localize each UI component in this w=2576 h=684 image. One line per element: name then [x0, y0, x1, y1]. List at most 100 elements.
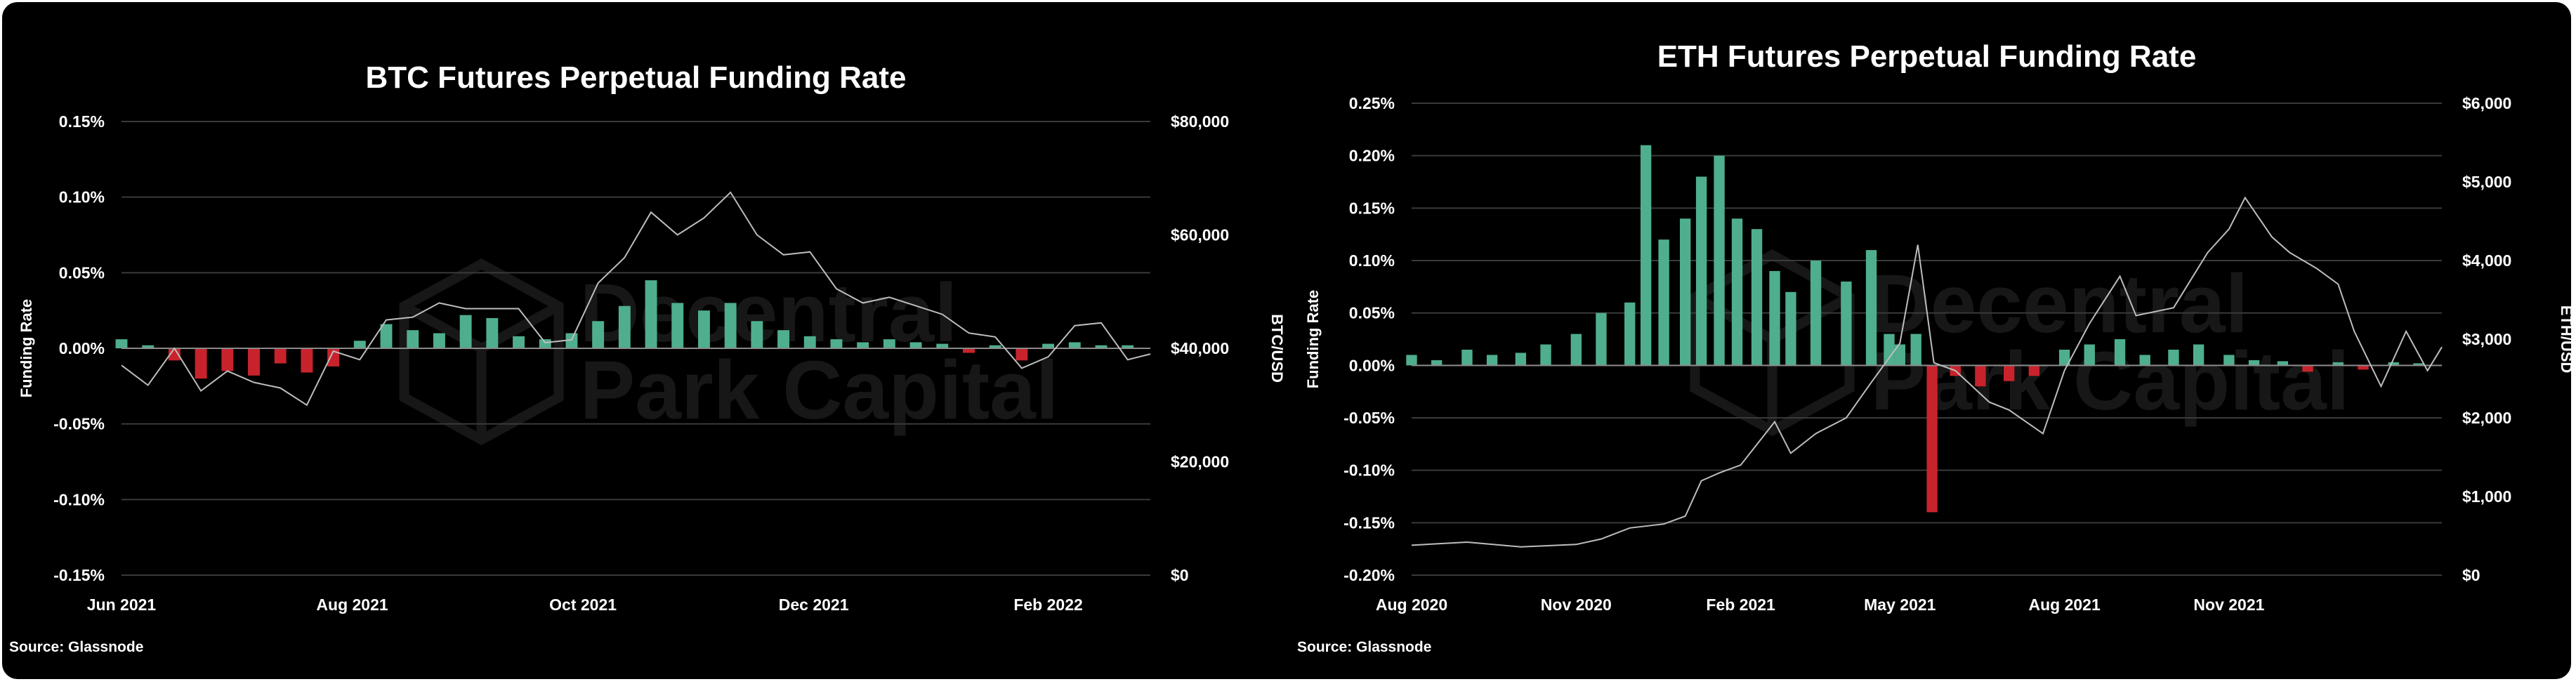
y-tick-label: -0.05%	[1343, 409, 1395, 427]
eth-funding-chart-panel: Decentral Park Capital 0.25% 0.20% 0.15% 0.10…	[1290, 2, 2571, 679]
funding-bar-positive	[142, 345, 155, 348]
btc-left-axis-ticks: 0.15% 0.10% 0.05% 0.00% -0.05% -0.10% -0.15%	[53, 112, 105, 584]
funding-bar-positive	[1406, 355, 1417, 366]
funding-bar-positive	[433, 333, 445, 348]
x-tick-label: Aug 2020	[1376, 596, 1447, 614]
funding-bar-positive	[857, 342, 869, 348]
x-tick-label: Dec 2021	[779, 596, 849, 614]
eth-left-axis-ticks: 0.25% 0.20% 0.15% 0.10% 0.05% 0.00% -0.05% -0.1…	[1343, 94, 1395, 584]
funding-bar-positive	[1540, 344, 1551, 366]
funding-bar-positive	[1486, 355, 1498, 366]
y-tick-label: -0.15%	[53, 566, 105, 584]
funding-bar-positive	[751, 321, 763, 348]
funding-bar-positive	[1122, 345, 1134, 348]
funding-bar-positive	[1894, 344, 1905, 366]
funding-bar-negative	[221, 348, 234, 371]
btc-right-axis-ticks: $80,000 $60,000 $40,000 $20,000 $0	[1171, 112, 1229, 584]
y-tick-label: -0.10%	[1343, 461, 1395, 480]
y2-axis-label: BTC/USD	[1268, 314, 1286, 383]
y-axis-label: Funding Rate	[1304, 290, 1322, 389]
y2-tick-label: $4,000	[2462, 251, 2511, 270]
y2-tick-label: $0	[1171, 566, 1189, 584]
y2-tick-label: $5,000	[2462, 173, 2511, 191]
funding-bar-positive	[1810, 261, 1822, 366]
funding-bar-positive	[1431, 360, 1443, 366]
funding-bar-positive	[803, 336, 816, 348]
funding-bar-positive	[2413, 363, 2424, 366]
y-tick-label: 0.25%	[1349, 94, 1395, 112]
funding-bar-positive	[1515, 353, 1527, 366]
funding-bar-positive	[2388, 362, 2399, 366]
funding-bar-positive	[1841, 281, 1852, 366]
funding-bar-negative	[248, 348, 260, 376]
funding-bar-positive	[777, 330, 790, 348]
funding-bar-positive	[1461, 349, 1473, 366]
funding-bar-positive	[1714, 155, 1725, 366]
y-tick-label: -0.20%	[1343, 566, 1395, 584]
funding-bar-positive	[353, 341, 366, 348]
y2-tick-label: $40,000	[1171, 339, 1229, 357]
watermark-line-2: Park Capital	[580, 344, 1059, 437]
funding-bar-negative	[1016, 348, 1028, 361]
funding-bar-positive	[1095, 345, 1108, 348]
funding-bar-positive	[1731, 218, 1743, 366]
y2-tick-label: $3,000	[2462, 330, 2511, 348]
funding-bar-negative	[2302, 365, 2313, 372]
source-note: Source: Glassnode	[9, 639, 143, 655]
btc-x-axis-ticks: Jun 2021 Aug 2021 Oct 2021 Dec 2021 Feb 2022	[87, 596, 1083, 614]
funding-bar-positive	[697, 310, 710, 348]
funding-bar-negative	[2358, 365, 2369, 370]
funding-bar-positive	[2277, 361, 2289, 366]
y-tick-label: 0.20%	[1349, 147, 1395, 165]
funding-bar-positive	[2193, 344, 2204, 366]
y-tick-label: 0.15%	[59, 112, 105, 131]
x-tick-label: Aug 2021	[316, 596, 388, 614]
funding-bar-positive	[2248, 360, 2260, 366]
y2-tick-label: $0	[2462, 566, 2480, 584]
funding-bar-positive	[2139, 355, 2150, 366]
y-tick-label: 0.00%	[59, 339, 105, 357]
watermark-line-1: Decentral	[1871, 258, 2249, 350]
funding-bar-positive	[115, 339, 128, 348]
y-axis-label: Funding Rate	[18, 299, 35, 398]
funding-bar-positive	[1865, 250, 1877, 366]
x-tick-label: May 2021	[1864, 596, 1936, 614]
watermark-line-2: Park Capital	[1871, 335, 2350, 428]
y-tick-label: 0.05%	[1349, 304, 1395, 322]
x-tick-label: Jun 2021	[87, 596, 157, 614]
funding-bar-positive	[2332, 362, 2344, 366]
funding-bar-positive	[565, 333, 578, 348]
funding-bar-negative	[1926, 365, 1938, 513]
y2-tick-label: $6,000	[2462, 94, 2511, 112]
funding-bar-positive	[2058, 349, 2070, 366]
y-tick-label: -0.15%	[1343, 513, 1395, 532]
eth-right-axis-ticks: $6,000 $5,000 $4,000 $3,000 $2,000 $1,000 $0	[2462, 94, 2511, 584]
funding-bar-negative	[327, 348, 340, 367]
x-tick-label: Nov 2020	[1541, 596, 1612, 614]
funding-bar-positive	[407, 330, 419, 348]
funding-bar-positive	[883, 339, 895, 348]
y2-tick-label: $2,000	[2462, 409, 2511, 427]
funding-bar-positive	[592, 321, 605, 348]
x-tick-label: Feb 2022	[1013, 596, 1082, 614]
watermark-cube-shape	[399, 258, 564, 445]
funding-bar-positive	[909, 342, 922, 348]
funding-bar-positive	[1751, 229, 1763, 366]
funding-bar-positive	[1042, 343, 1055, 348]
funding-bar-negative	[963, 348, 975, 353]
x-tick-label: Nov 2021	[2193, 596, 2264, 614]
y-tick-label: -0.05%	[53, 415, 105, 433]
funding-bar-positive	[1785, 291, 1796, 366]
eth-chart-title: ETH Futures Perpetual Funding Rate	[1657, 39, 2197, 74]
btc-funding-chart-panel: Decentral Park Capital 0.15% 0.10% 0.05% 0.00…	[2, 2, 1290, 679]
funding-bar-positive	[1596, 313, 1607, 366]
funding-bar-positive	[459, 315, 472, 348]
funding-bar-positive	[1679, 218, 1691, 366]
eth-price-line	[1411, 196, 2443, 548]
funding-bar-positive	[1068, 342, 1081, 348]
y2-tick-label: $60,000	[1171, 226, 1229, 244]
funding-bar-positive	[1624, 302, 1636, 366]
